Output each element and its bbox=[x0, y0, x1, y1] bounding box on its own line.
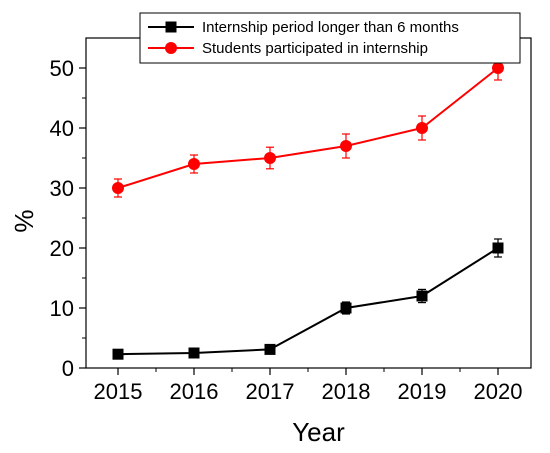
x-tick-label: 2020 bbox=[474, 379, 523, 404]
x-axis: 2015 2016 2017 2018 2019 2020 bbox=[94, 368, 523, 404]
x-tick-label: 2016 bbox=[170, 379, 219, 404]
data-point bbox=[112, 348, 124, 360]
y-axis-title: % bbox=[9, 209, 39, 232]
y-tick-label: 40 bbox=[50, 116, 74, 141]
series-line bbox=[117, 247, 499, 356]
data-point bbox=[188, 158, 200, 170]
x-axis-title: Year bbox=[292, 417, 345, 447]
legend-item: Students participated in internship bbox=[148, 40, 428, 57]
y-tick-label: 30 bbox=[50, 176, 74, 201]
legend-label: Internship period longer than 6 months bbox=[202, 19, 459, 36]
x-tick-label: 2017 bbox=[246, 379, 295, 404]
data-point bbox=[188, 347, 200, 359]
y-axis: 0 10 20 30 40 50 bbox=[50, 56, 86, 381]
series-1 bbox=[112, 55, 504, 198]
series-layer bbox=[112, 55, 504, 360]
y-tick-label: 0 bbox=[62, 356, 74, 381]
data-point bbox=[112, 182, 124, 194]
data-point bbox=[416, 122, 428, 134]
legend-label: Students participated in internship bbox=[202, 40, 428, 57]
data-point bbox=[340, 302, 352, 314]
data-point bbox=[264, 343, 276, 355]
x-tick-label: 2015 bbox=[94, 379, 143, 404]
data-point bbox=[492, 242, 504, 254]
legend: Internship period longer than 6 months St… bbox=[139, 12, 521, 64]
legend-item: Internship period longer than 6 months bbox=[148, 19, 459, 36]
series-line bbox=[117, 67, 499, 189]
plot-frame bbox=[85, 37, 532, 369]
data-point bbox=[492, 62, 504, 74]
data-point bbox=[264, 152, 276, 164]
plot-border bbox=[85, 37, 532, 369]
legend-marker bbox=[165, 21, 177, 33]
legend-box bbox=[139, 12, 521, 64]
data-point bbox=[340, 140, 352, 152]
y-tick-label: 20 bbox=[50, 236, 74, 261]
x-tick-label: 2018 bbox=[322, 379, 371, 404]
y-tick-label: 10 bbox=[50, 296, 74, 321]
data-point bbox=[416, 290, 428, 302]
x-tick-label: 2019 bbox=[398, 379, 447, 404]
y-tick-label: 50 bbox=[50, 56, 74, 81]
series-0 bbox=[112, 238, 504, 360]
legend-marker bbox=[165, 42, 177, 54]
